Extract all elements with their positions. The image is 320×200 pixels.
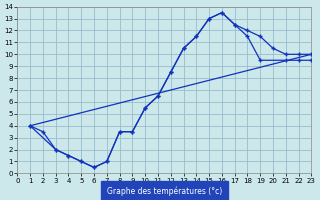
X-axis label: Graphe des températures (°c): Graphe des températures (°c) — [107, 186, 222, 196]
